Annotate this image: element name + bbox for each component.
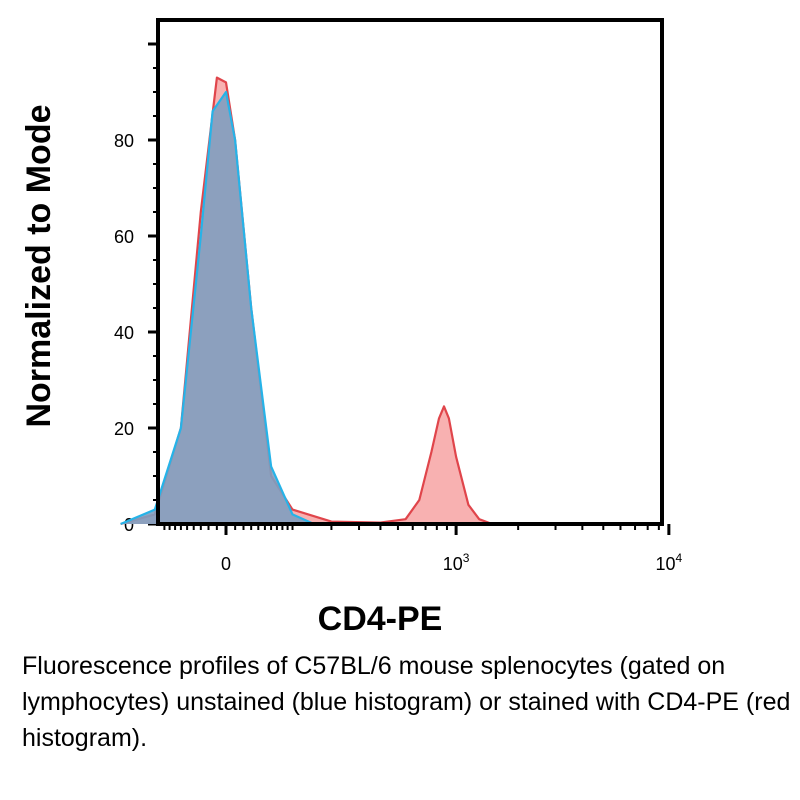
x-tick-label: 103 [443, 551, 470, 574]
x-axis: 0103104105 [163, 524, 683, 574]
blue-histogram-area [120, 92, 314, 524]
y-tick-label: 20 [114, 419, 134, 439]
plot-frame [156, 18, 664, 526]
y-tick-label: 0 [124, 515, 134, 535]
y-tick-label: 40 [114, 323, 134, 343]
y-axis-title: Normalized to Mode [20, 104, 58, 427]
plot-series [120, 76, 493, 526]
x-tick-label: 104 [656, 551, 683, 574]
x-axis-title: CD4-PE [318, 600, 443, 638]
figure-caption: Fluorescence profiles of C57BL/6 mouse s… [22, 652, 791, 752]
y-tick-label: 60 [114, 227, 134, 247]
x-tick-label: 0 [221, 554, 231, 574]
y-axis: 0 20 40 60 80 [114, 42, 158, 535]
blue-histogram-line [120, 90, 315, 526]
x-axis-label: CD4-PE [318, 600, 443, 638]
y-tick-label: 80 [114, 131, 134, 151]
y-axis-label: Normalized to Mode [20, 104, 58, 427]
